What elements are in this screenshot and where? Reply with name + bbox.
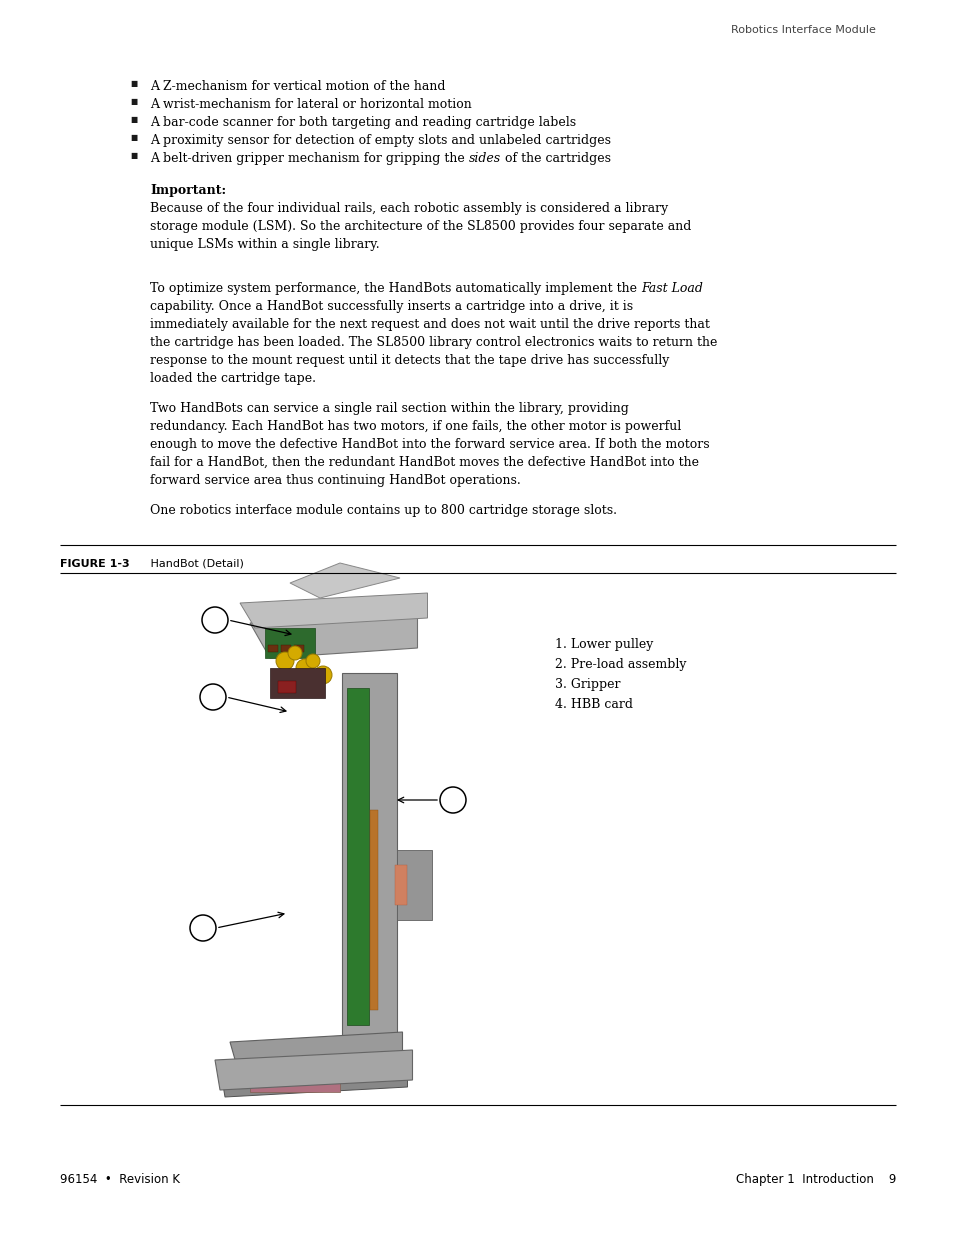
Circle shape: [306, 655, 319, 668]
Circle shape: [288, 646, 302, 659]
Circle shape: [275, 652, 294, 671]
Text: One robotics interface module contains up to 800 cartridge storage slots.: One robotics interface module contains u…: [150, 504, 617, 517]
Circle shape: [318, 1066, 331, 1078]
FancyBboxPatch shape: [250, 1067, 339, 1092]
Text: FIGURE 1-3: FIGURE 1-3: [60, 559, 130, 569]
Polygon shape: [220, 1057, 407, 1097]
Text: A wrist-mechanism for lateral or horizontal motion: A wrist-mechanism for lateral or horizon…: [150, 98, 471, 111]
Text: forward service area thus continuing HandBot operations.: forward service area thus continuing Han…: [150, 474, 520, 487]
FancyBboxPatch shape: [370, 810, 378, 1010]
Polygon shape: [240, 593, 427, 629]
Text: of the cartridges: of the cartridges: [500, 152, 610, 165]
Polygon shape: [250, 613, 417, 658]
Text: A Z-mechanism for vertical motion of the hand: A Z-mechanism for vertical motion of the…: [150, 80, 445, 93]
FancyBboxPatch shape: [265, 629, 314, 658]
Text: immediately available for the next request and does not wait until the drive rep: immediately available for the next reque…: [150, 317, 709, 331]
Polygon shape: [230, 1032, 402, 1077]
FancyBboxPatch shape: [281, 645, 291, 652]
Text: Robotics Interface Module: Robotics Interface Module: [730, 25, 875, 35]
Text: ■: ■: [130, 98, 137, 106]
Text: 4. HBB card: 4. HBB card: [555, 698, 633, 711]
FancyBboxPatch shape: [342, 673, 397, 1040]
FancyBboxPatch shape: [270, 668, 325, 698]
Polygon shape: [214, 1050, 412, 1091]
FancyBboxPatch shape: [294, 645, 304, 652]
Text: A belt-driven gripper mechanism for gripping the: A belt-driven gripper mechanism for grip…: [150, 152, 468, 165]
FancyBboxPatch shape: [268, 645, 277, 652]
Text: Because of the four individual rails, each robotic assembly is considered a libr: Because of the four individual rails, ea…: [150, 203, 667, 215]
Text: 2. Pre-load assembly: 2. Pre-load assembly: [555, 658, 686, 671]
Text: Important:: Important:: [150, 184, 226, 198]
Text: Two HandBots can service a single rail section within the library, providing: Two HandBots can service a single rail s…: [150, 403, 628, 415]
Text: ■: ■: [130, 152, 137, 161]
Text: response to the mount request until it detects that the tape drive has successfu: response to the mount request until it d…: [150, 354, 669, 367]
Text: A bar-code scanner for both targeting and reading cartridge labels: A bar-code scanner for both targeting an…: [150, 116, 576, 128]
FancyBboxPatch shape: [277, 680, 295, 693]
Text: To optimize system performance, the HandBots automatically implement the: To optimize system performance, the Hand…: [150, 282, 640, 295]
FancyBboxPatch shape: [395, 864, 407, 905]
Text: Fast Load: Fast Load: [640, 282, 702, 295]
Text: Chapter 1  Introduction    9: Chapter 1 Introduction 9: [735, 1173, 895, 1186]
Text: storage module (LSM). So the architecture of the SL8500 provides four separate a: storage module (LSM). So the architectur…: [150, 220, 691, 233]
FancyBboxPatch shape: [397, 850, 432, 920]
Text: ■: ■: [130, 80, 137, 88]
Text: HandBot (Detail): HandBot (Detail): [140, 559, 244, 569]
Text: loaded the cartridge tape.: loaded the cartridge tape.: [150, 372, 315, 385]
Text: 3. Gripper: 3. Gripper: [555, 678, 619, 692]
Text: 1. Lower pulley: 1. Lower pulley: [555, 638, 653, 651]
Text: A proximity sensor for detection of empty slots and unlabeled cartridges: A proximity sensor for detection of empt…: [150, 135, 610, 147]
FancyBboxPatch shape: [347, 688, 369, 1025]
Text: redundancy. Each HandBot has two motors, if one fails, the other motor is powerf: redundancy. Each HandBot has two motors,…: [150, 420, 680, 433]
Text: capability. Once a HandBot successfully inserts a cartridge into a drive, it is: capability. Once a HandBot successfully …: [150, 300, 633, 312]
Text: fail for a HandBot, then the redundant HandBot moves the defective HandBot into : fail for a HandBot, then the redundant H…: [150, 456, 699, 469]
Circle shape: [314, 666, 332, 684]
Text: the cartridge has been loaded. The SL8500 library control electronics waits to r: the cartridge has been loaded. The SL850…: [150, 336, 717, 350]
Text: 96154  •  Revision K: 96154 • Revision K: [60, 1173, 180, 1186]
Text: ■: ■: [130, 116, 137, 124]
Text: ■: ■: [130, 135, 137, 142]
Circle shape: [309, 1068, 320, 1079]
Text: sides: sides: [468, 152, 500, 165]
Text: unique LSMs within a single library.: unique LSMs within a single library.: [150, 238, 379, 251]
Polygon shape: [290, 563, 399, 598]
Circle shape: [295, 659, 314, 677]
Text: enough to move the defective HandBot into the forward service area. If both the : enough to move the defective HandBot int…: [150, 438, 709, 451]
